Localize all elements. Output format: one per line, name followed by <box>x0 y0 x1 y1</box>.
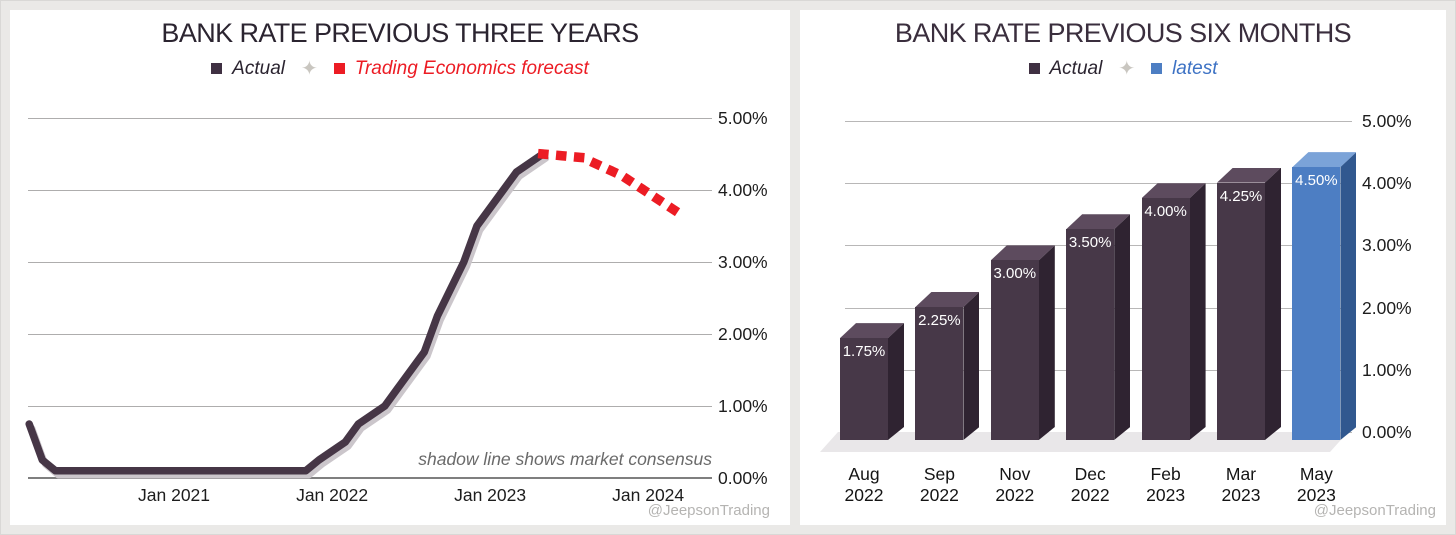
left-gridline <box>28 406 712 407</box>
left-x-tick-label: Jan 2022 <box>296 485 369 505</box>
category-month: May <box>1299 464 1333 484</box>
bar-side-face <box>1340 152 1356 440</box>
category-year: 2022 <box>844 485 884 505</box>
left-y-tick-label: 1.00% <box>718 396 768 416</box>
bar-front-face <box>915 307 964 440</box>
left-y-tick-label: 3.00% <box>718 252 768 272</box>
left-gridline <box>28 262 712 263</box>
bar-actual: 3.00% <box>990 260 1039 440</box>
bar-front-face <box>1292 167 1341 440</box>
bar-front-face <box>1141 198 1190 440</box>
right-gridline <box>845 121 1352 122</box>
category-year: 2022 <box>1070 485 1110 505</box>
bar-side-face <box>1039 245 1055 440</box>
bar-category-label: May 2023 <box>1281 464 1351 506</box>
three-years-chart-panel <box>10 10 790 525</box>
bar-category-label: Mar 2023 <box>1206 464 1276 506</box>
right-y-tick-label: 2.00% <box>1362 297 1412 318</box>
left-x-tick-label: Jan 2021 <box>138 485 211 505</box>
bar-actual: 4.00% <box>1141 198 1190 440</box>
latest-series-swatch <box>1151 63 1163 74</box>
watermark-right: @JeepsonTrading <box>1313 502 1436 519</box>
bar-side-face <box>1114 214 1130 440</box>
left-gridline <box>28 477 712 479</box>
left-gridline <box>28 118 712 119</box>
actual-series-swatch <box>211 63 223 74</box>
category-month: Aug <box>848 464 880 484</box>
six-months-legend: Actual ✦ latest <box>800 56 1446 81</box>
category-month: Feb <box>1150 464 1181 484</box>
bar-front-face <box>990 260 1039 440</box>
bar-top-face <box>1292 152 1356 167</box>
bar-value-label: 3.00% <box>993 265 1037 283</box>
bar-side-face <box>1190 183 1206 440</box>
right-y-tick-label: 0.00% <box>1362 422 1412 442</box>
bar-top-face <box>915 292 979 307</box>
bar-front-face <box>1217 182 1265 440</box>
three-years-legend: Actual ✦ Trading Economics forecast <box>10 56 790 81</box>
bar-actual: 3.50% <box>1066 229 1114 440</box>
left-y-tick-label: 2.00% <box>718 324 768 344</box>
category-month: Sep <box>923 464 955 484</box>
bar-value-label: 4.00% <box>1144 203 1187 221</box>
bar-front-face <box>1066 229 1115 440</box>
bar-value-label: 4.50% <box>1295 172 1338 190</box>
category-month: Nov <box>999 464 1031 484</box>
bar-value-label: 4.25% <box>1219 187 1263 205</box>
left-gridline <box>28 334 712 335</box>
bar-top-face <box>1066 214 1130 229</box>
left-x-tick-label: Jan 2023 <box>454 485 527 505</box>
category-month: Dec <box>1074 464 1106 484</box>
left-y-tick-label: 0.00% <box>718 468 768 488</box>
right-y-tick-label: 3.00% <box>1362 235 1412 256</box>
left-y-tick-label: 5.00% <box>718 108 768 128</box>
actual-legend-label: Actual <box>1049 57 1103 79</box>
bar-category-label: Feb 2023 <box>1131 464 1201 506</box>
diamond-separator-icon: ✦ <box>1118 58 1136 80</box>
bar-actual: 4.25% <box>1217 183 1265 440</box>
bar-top-face <box>1217 168 1281 183</box>
bar-top-face <box>1142 183 1206 198</box>
bar-actual: 1.75% <box>840 338 888 440</box>
left-gridline <box>28 190 712 191</box>
bar-value-label: 3.50% <box>1068 234 1112 252</box>
six-months-chart-title: BANK RATE PREVIOUS SIX MONTHS <box>894 18 1352 48</box>
category-year: 2022 <box>995 485 1035 505</box>
category-year: 2022 <box>919 485 959 505</box>
watermark-left: @JeepsonTrading <box>647 502 770 519</box>
forecast-legend-label: Trading Economics forecast <box>354 57 589 79</box>
bar-category-label: Aug 2022 <box>829 464 899 506</box>
right-y-tick-label: 5.00% <box>1362 111 1412 131</box>
bar-side-face <box>888 323 904 440</box>
bar-top-face <box>991 245 1055 260</box>
latest-legend-label: latest <box>1172 57 1218 79</box>
bar-front-face <box>840 338 888 440</box>
category-month: Mar <box>1225 464 1257 484</box>
left-y-tick-label: 4.00% <box>718 180 768 200</box>
bar-latest: 4.50% <box>1292 167 1340 440</box>
bar-category-label: Nov 2022 <box>980 464 1050 506</box>
bar-top-face <box>840 323 904 338</box>
right-gridline <box>845 183 1352 185</box>
diamond-separator-icon: ✦ <box>300 58 318 80</box>
consensus-note: shadow line shows market consensus <box>418 449 712 469</box>
category-year: 2023 <box>1221 485 1261 505</box>
actual-legend-label: Actual <box>232 57 285 79</box>
right-y-tick-label: 4.00% <box>1362 173 1412 194</box>
bar-value-label: 2.25% <box>918 312 961 329</box>
category-year: 2023 <box>1146 485 1186 505</box>
three-years-chart-title: BANK RATE PREVIOUS THREE YEARS <box>161 18 639 48</box>
bar-category-label: Sep 2022 <box>904 464 974 506</box>
bar-side-face <box>963 292 979 440</box>
right-y-tick-label: 1.00% <box>1362 359 1412 380</box>
actual-series-swatch <box>1028 63 1040 74</box>
left-x-tick-label: Jan 2024 <box>612 485 685 505</box>
bar-value-label: 1.75% <box>842 343 886 361</box>
bar-category-label: Dec 2022 <box>1055 464 1125 506</box>
bar-side-face <box>1265 168 1281 440</box>
forecast-series-swatch <box>333 63 345 74</box>
category-year: 2023 <box>1296 485 1336 505</box>
bar-actual: 2.25% <box>915 307 963 440</box>
